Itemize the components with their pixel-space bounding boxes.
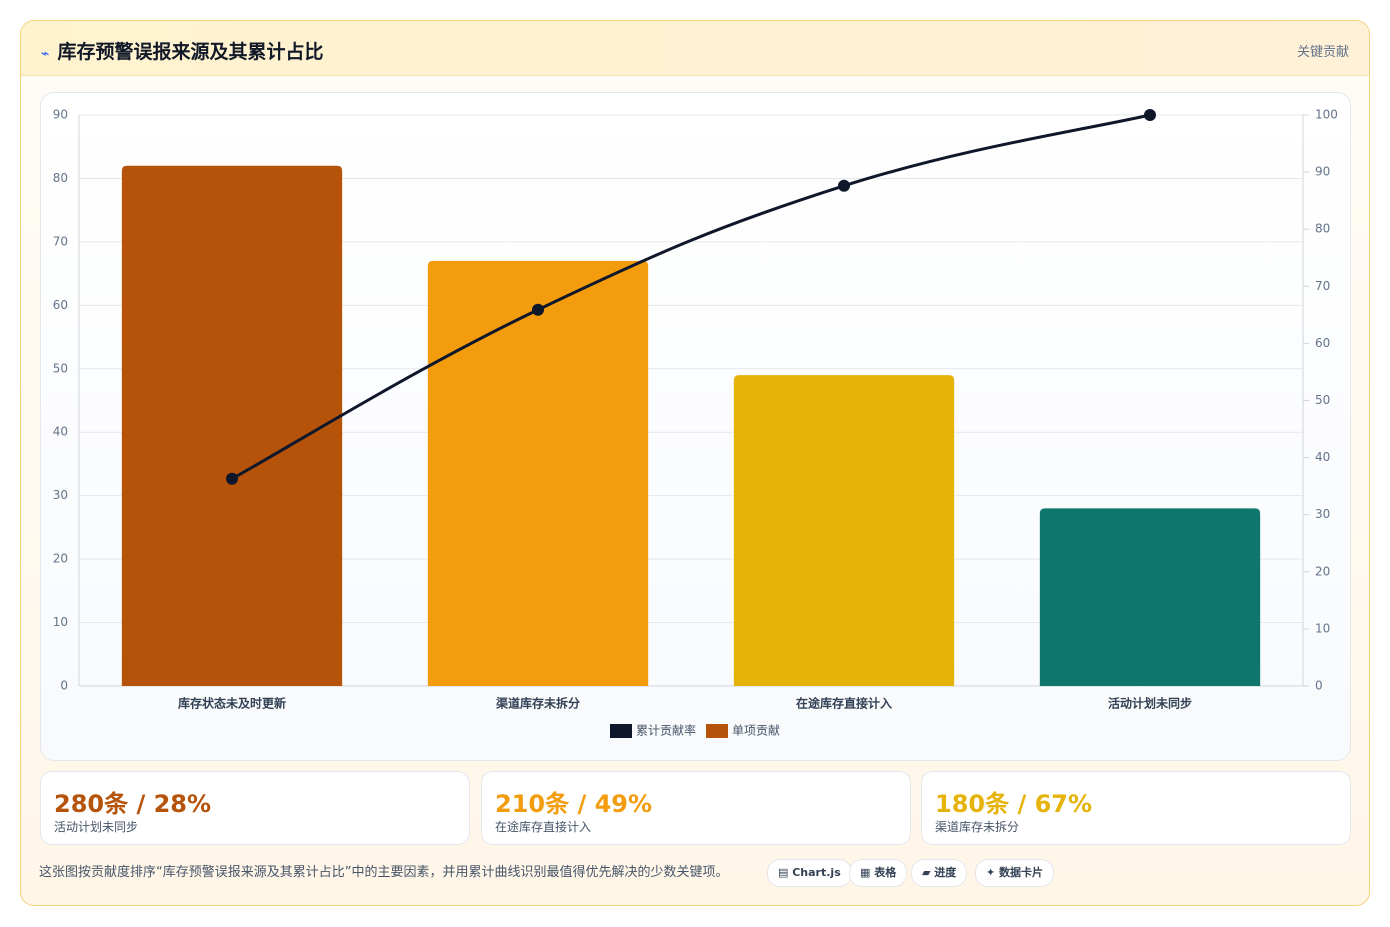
badge: 关键贡献	[1296, 45, 1349, 60]
title-row: ⌁ 库存预警误报来源及其累计占比	[41, 37, 323, 64]
y2-tick-label: 20	[1315, 564, 1330, 578]
y-tick-label: 70	[53, 234, 68, 248]
chip-label[interactable]: Chart.js	[792, 866, 841, 879]
dashboard-card: ⌁ 库存预警误报来源及其累计占比 关键贡献 280条 / 28% 活动计划未同步 2…	[20, 20, 1370, 906]
footer-text: 这张图按贡献度排序“库存预警误报来源及其累计占比”中的主要因素，并用累计曲线识别…	[39, 865, 729, 880]
y2-tick-label: 0	[1315, 679, 1323, 693]
y-tick-label: 80	[53, 171, 68, 185]
card-title: 库存预警误报来源及其累计占比	[57, 41, 324, 63]
chip-label[interactable]: 数据卡片	[999, 866, 1044, 879]
line-point	[532, 303, 544, 316]
kpi-card: 180条 / 67% 渠道库存未拆分	[921, 771, 1351, 845]
y2-tick-label: 90	[1315, 165, 1330, 179]
y-tick-label: 90	[53, 108, 68, 122]
kpi-label: 活动计划未同步	[54, 820, 139, 834]
kpi-value: 210条 / 49%	[495, 790, 653, 818]
line-point	[1144, 109, 1156, 121]
y2-tick-label: 70	[1315, 279, 1330, 293]
legend-label: 累计贡献率	[636, 723, 696, 738]
kpi-value: 180条 / 67%	[935, 790, 1093, 818]
y-tick-label: 30	[53, 488, 68, 502]
y-tick-label: 20	[53, 552, 68, 566]
legend-swatch	[706, 724, 729, 738]
chip[interactable]: ✦ 数据卡片	[975, 859, 1055, 887]
kpi-label: 在途库存直接计入	[495, 820, 592, 834]
y-tick-label: 40	[53, 425, 68, 439]
legend-swatch	[610, 724, 632, 738]
bar	[121, 165, 343, 686]
kpi-card: 280条 / 28% 活动计划未同步	[40, 771, 470, 845]
chip-label[interactable]: 表格	[874, 866, 897, 879]
y2-tick-label: 80	[1315, 222, 1330, 236]
line	[231, 113, 1151, 481]
card-header: ⌁ 库存预警误报来源及其累计占比 关键贡献	[21, 21, 1369, 76]
x-tick-label: 渠道库存未拆分	[496, 696, 580, 711]
y2-tick-label: 10	[1315, 621, 1330, 635]
y2-tick-label: 40	[1315, 450, 1330, 464]
y2-tick-label: 60	[1315, 336, 1330, 350]
legend-label: 单项贡献	[732, 723, 780, 738]
kpi-label: 渠道库存未拆分	[935, 820, 1020, 834]
bar	[1039, 508, 1261, 686]
line-point	[838, 179, 850, 192]
chip[interactable]: ▤ Chart.js	[767, 859, 852, 887]
y-tick-label: 50	[53, 361, 68, 375]
kpi-card: 210条 / 49% 在途库存直接计入	[481, 771, 911, 845]
y2-tick-label: 100	[1315, 108, 1338, 122]
y2-tick-label: 50	[1315, 393, 1330, 407]
y-tick-label: 10	[53, 615, 68, 629]
chip-label[interactable]: 进度	[934, 866, 957, 879]
x-tick-label: 在途库存直接计入	[796, 696, 892, 711]
x-tick-label: 库存状态未及时更新	[178, 696, 286, 711]
kpi-value: 280条 / 28%	[54, 790, 212, 818]
y-tick-label: 0	[60, 679, 68, 693]
title-icon: ⌁	[41, 46, 50, 62]
bar	[427, 260, 649, 686]
y-tick-label: 60	[53, 298, 68, 312]
chip[interactable]: ▰ 进度	[911, 859, 968, 887]
y2-tick-label: 30	[1315, 507, 1330, 521]
chip[interactable]: ▦ 表格	[849, 859, 908, 887]
bar	[733, 375, 955, 686]
line-point	[226, 472, 238, 485]
x-tick-label: 活动计划未同步	[1108, 696, 1192, 711]
